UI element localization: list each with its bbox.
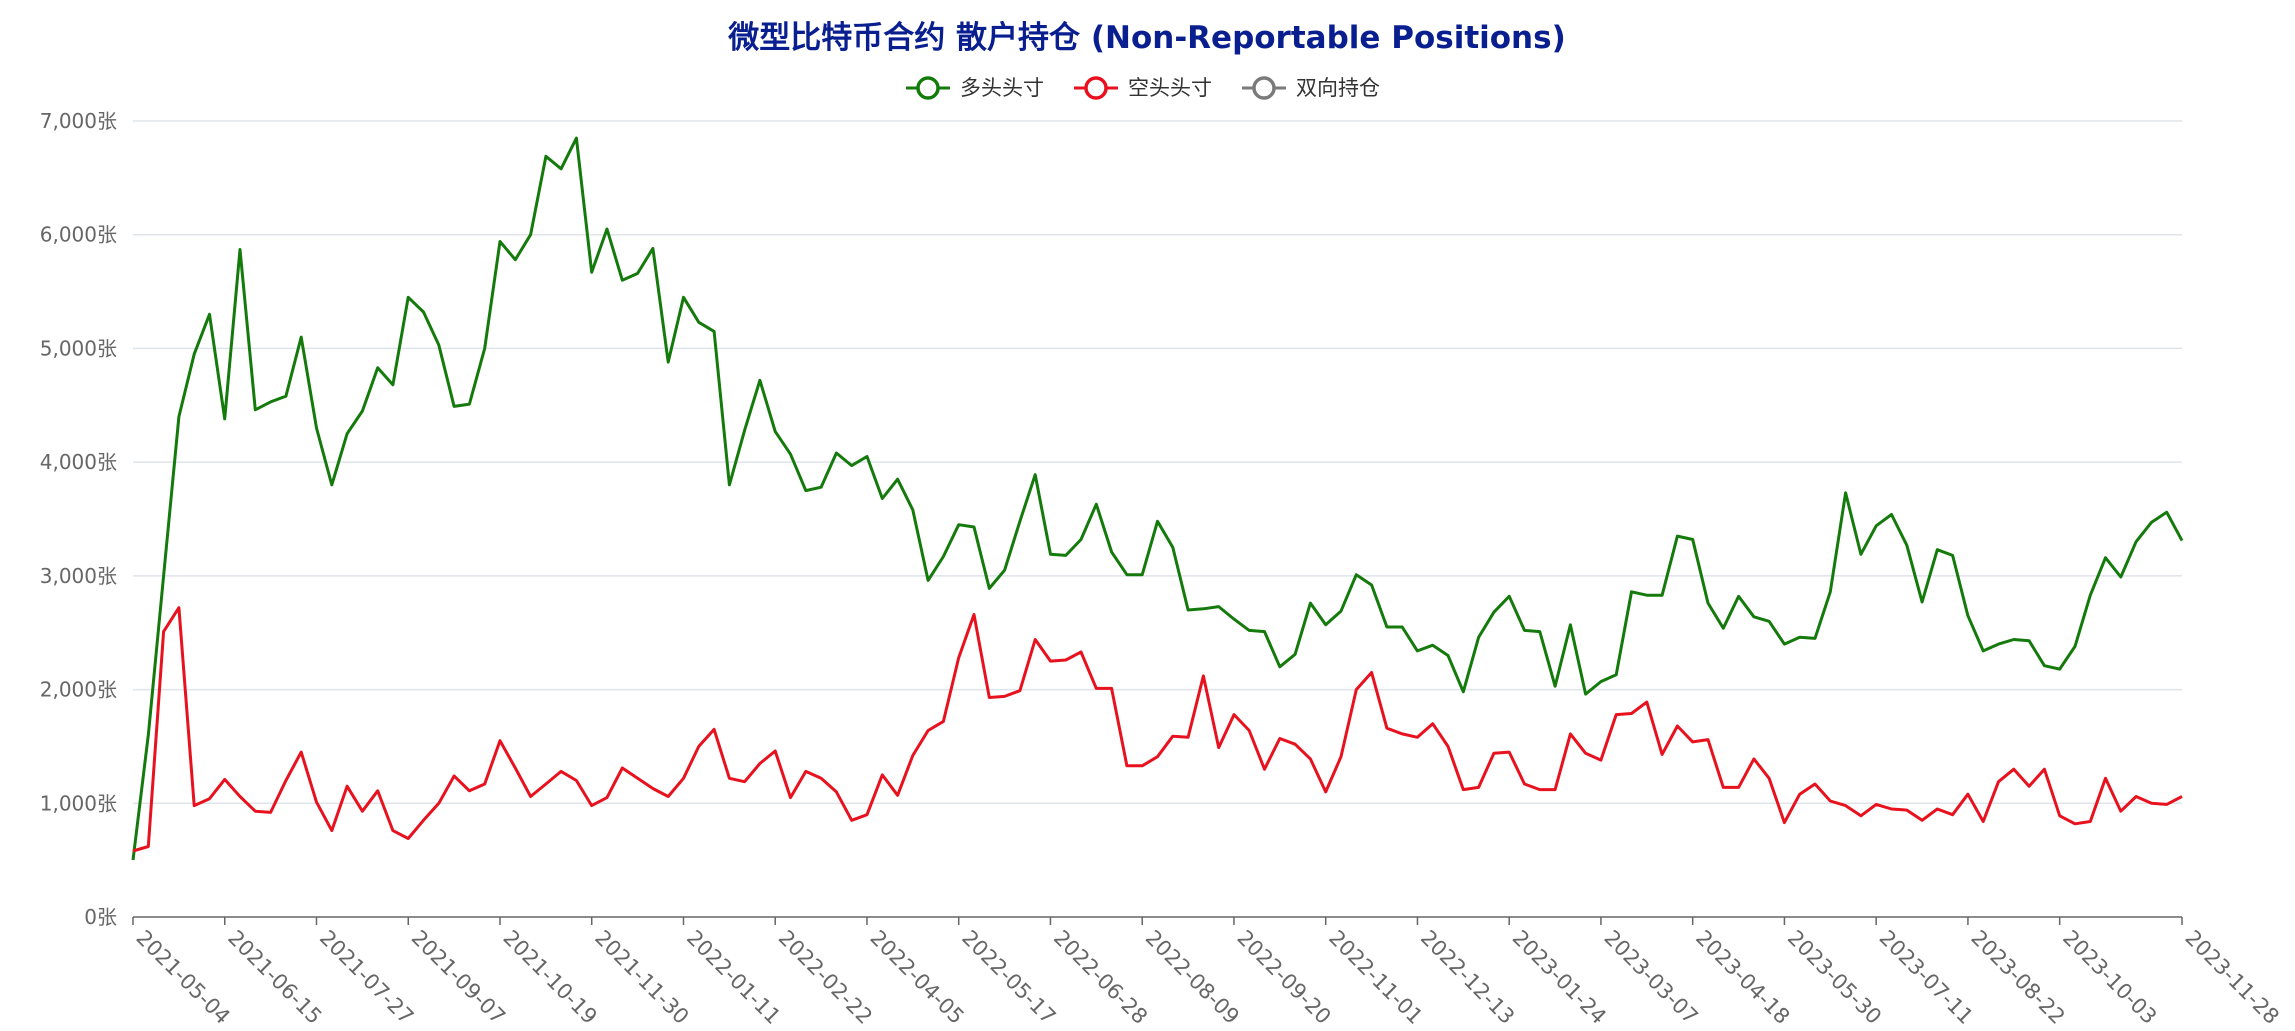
- y-axis: 0张 1,000张 2,000张 3,000张 4,000张 5,000张 6,000张 7,…: [40, 109, 117, 929]
- x-tick-label: 2022-08-09: [1141, 926, 1244, 1029]
- x-tick-label: 2021-06-15: [223, 926, 326, 1029]
- x-tick-label: 2022-02-22: [774, 926, 877, 1029]
- legend-label: 空头头寸: [1128, 76, 1212, 100]
- x-tick-label: 2021-09-07: [407, 926, 510, 1029]
- x-tick-label: 2022-01-11: [682, 926, 785, 1029]
- x-tick-label: 2021-11-30: [590, 926, 693, 1029]
- x-tick-label: 2022-12-13: [1416, 926, 1519, 1029]
- legend-item[interactable]: 空头头寸: [1074, 76, 1212, 100]
- x-tick-label: 2023-04-18: [1691, 926, 1794, 1029]
- x-tick-label: 2021-07-27: [315, 926, 418, 1029]
- legend-marker-icon: [1252, 76, 1276, 100]
- x-tick-label: 2023-11-28: [2180, 926, 2283, 1029]
- y-tick-label: 2,000张: [40, 678, 117, 702]
- x-tick-label: 2023-08-22: [1966, 926, 2069, 1029]
- y-tick-label: 1,000张: [40, 791, 117, 815]
- series-line: [131, 136, 2184, 861]
- x-tick-label: 2022-09-20: [1232, 926, 1335, 1029]
- x-tick-label: 2021-05-04: [131, 926, 234, 1029]
- x-tick-label: 2023-03-07: [1599, 926, 1702, 1029]
- y-tick-label: 4,000张: [40, 450, 117, 474]
- x-axis: 2021-05-042021-06-152021-07-272021-09-07…: [131, 916, 2284, 1029]
- y-tick-label: 6,000张: [40, 223, 117, 247]
- x-tick-label: 2022-06-28: [1049, 926, 1152, 1029]
- x-tick-label: 2021-10-19: [498, 926, 601, 1029]
- x-tick-label: 2022-05-17: [957, 926, 1060, 1029]
- y-tick-label: 0张: [84, 905, 117, 929]
- legend-label: 双向持仓: [1296, 76, 1380, 100]
- legend-label: 多头头寸: [960, 76, 1044, 100]
- legend-item[interactable]: 多头头寸: [906, 76, 1044, 100]
- x-tick-label: 2023-10-03: [2058, 926, 2161, 1029]
- grid: [133, 120, 2182, 805]
- legend: 多头头寸 空头头寸 双向持仓: [906, 76, 1380, 100]
- series-line: [132, 606, 2183, 853]
- x-tick-label: 2022-04-05: [865, 926, 968, 1029]
- legend-marker-icon: [916, 76, 940, 100]
- chart-title: 微型比特币合约 散户持仓 (Non-Reportable Positions): [727, 20, 1566, 56]
- legend-marker-icon: [1084, 76, 1108, 100]
- y-tick-label: 3,000张: [40, 564, 117, 588]
- series-group: [131, 136, 2184, 861]
- y-tick-label: 5,000张: [40, 336, 117, 360]
- x-tick-label: 2023-07-11: [1875, 926, 1978, 1029]
- x-tick-label: 2023-01-24: [1508, 926, 1611, 1029]
- y-tick-label: 7,000张: [40, 109, 117, 133]
- x-tick-label: 2023-05-30: [1783, 926, 1886, 1029]
- legend-item[interactable]: 双向持仓: [1242, 76, 1380, 100]
- x-tick-label: 2022-11-01: [1324, 926, 1427, 1029]
